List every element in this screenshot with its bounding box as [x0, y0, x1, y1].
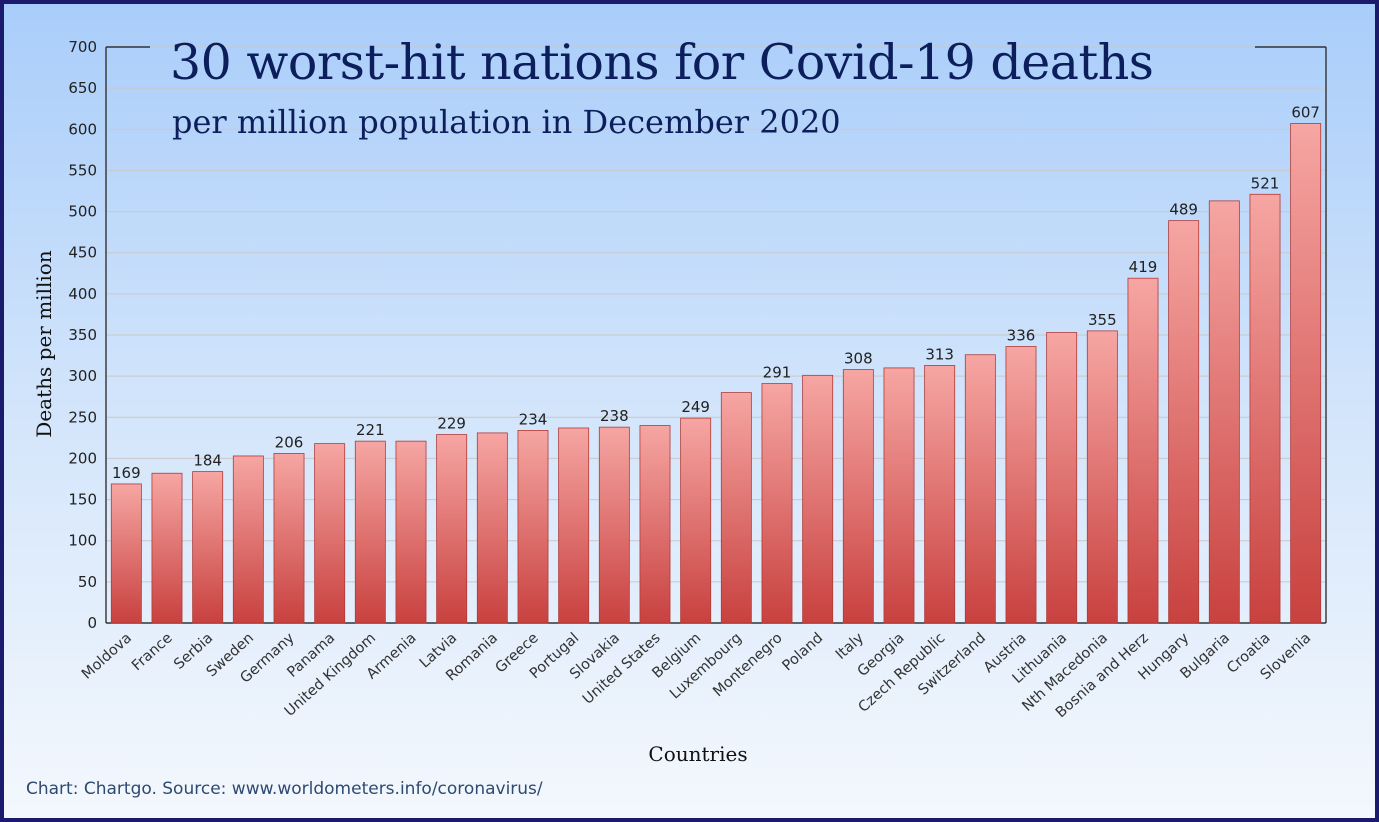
data-label: 206 [275, 433, 304, 451]
data-label: 229 [437, 415, 466, 433]
data-label: 291 [763, 364, 792, 382]
y-tick-label: 400 [68, 285, 97, 303]
chart-title: 30 worst-hit nations for Covid-19 deaths [170, 34, 1154, 91]
bar [842, 369, 874, 624]
data-label: 234 [519, 410, 548, 428]
bar [1168, 220, 1200, 624]
bar [395, 440, 427, 624]
x-tick-label: Italy [833, 630, 867, 663]
bar [110, 483, 142, 624]
bar [883, 367, 915, 624]
x-tick-label: Poland [780, 630, 827, 674]
data-label: 419 [1129, 258, 1158, 276]
data-label: 221 [356, 421, 385, 439]
bar [761, 383, 793, 624]
x-tick-label: France [129, 630, 176, 674]
bar [232, 455, 264, 624]
data-label: 336 [1007, 327, 1036, 345]
bar [1208, 200, 1240, 624]
y-tick-label: 50 [78, 573, 97, 591]
bar [354, 440, 386, 624]
bar [1005, 346, 1037, 624]
data-label: 238 [600, 407, 629, 425]
bar [639, 425, 671, 624]
data-label: 184 [193, 452, 222, 470]
bar [1290, 123, 1322, 624]
data-label: 313 [925, 345, 954, 363]
y-tick-label: 500 [68, 203, 97, 221]
bar [476, 432, 508, 624]
data-label: 521 [1251, 174, 1280, 192]
y-tick-label: 550 [68, 161, 97, 179]
bar [558, 427, 590, 624]
bar [273, 453, 305, 624]
y-tick-label: 650 [68, 79, 97, 97]
data-label: 249 [681, 398, 710, 416]
bar [680, 417, 712, 624]
y-tick-label: 200 [68, 449, 97, 467]
bar [924, 365, 956, 624]
bar [1046, 332, 1078, 624]
bar [964, 354, 996, 624]
bar [517, 430, 549, 624]
y-tick-label: 250 [68, 408, 97, 426]
y-tick-label: 0 [87, 614, 97, 632]
bar [436, 434, 468, 624]
data-label: 489 [1169, 201, 1198, 219]
y-tick-label: 300 [68, 367, 97, 385]
bar [1127, 277, 1159, 624]
y-tick-label: 450 [68, 244, 97, 262]
chart-subtitle: per million population in December 2020 [172, 103, 841, 141]
bar [1249, 193, 1281, 624]
x-tick-label: Moldova [79, 630, 135, 683]
y-tick-label: 600 [68, 120, 97, 138]
source-footer: Chart: Chartgo. Source: www.worldometers… [26, 779, 543, 799]
y-axis-label: Deaths per million [32, 250, 56, 438]
bar [802, 374, 834, 624]
bar-chart: 169 184 206 221 229 234 238 249 291 308 313 336 355 4… [68, 38, 1327, 721]
data-label: 607 [1291, 104, 1320, 122]
bar [1086, 330, 1118, 624]
y-tick-label: 700 [68, 38, 97, 56]
y-tick-label: 350 [68, 326, 97, 344]
x-axis-label: Countries [648, 742, 748, 766]
data-label: 308 [844, 350, 873, 368]
bar [151, 472, 183, 624]
bar [192, 471, 224, 624]
bar [314, 443, 346, 624]
y-tick-label: 100 [68, 532, 97, 550]
bar [598, 426, 630, 624]
data-label: 169 [112, 464, 141, 482]
data-label: 355 [1088, 311, 1117, 329]
bar [720, 392, 752, 624]
y-tick-label: 150 [68, 491, 97, 509]
